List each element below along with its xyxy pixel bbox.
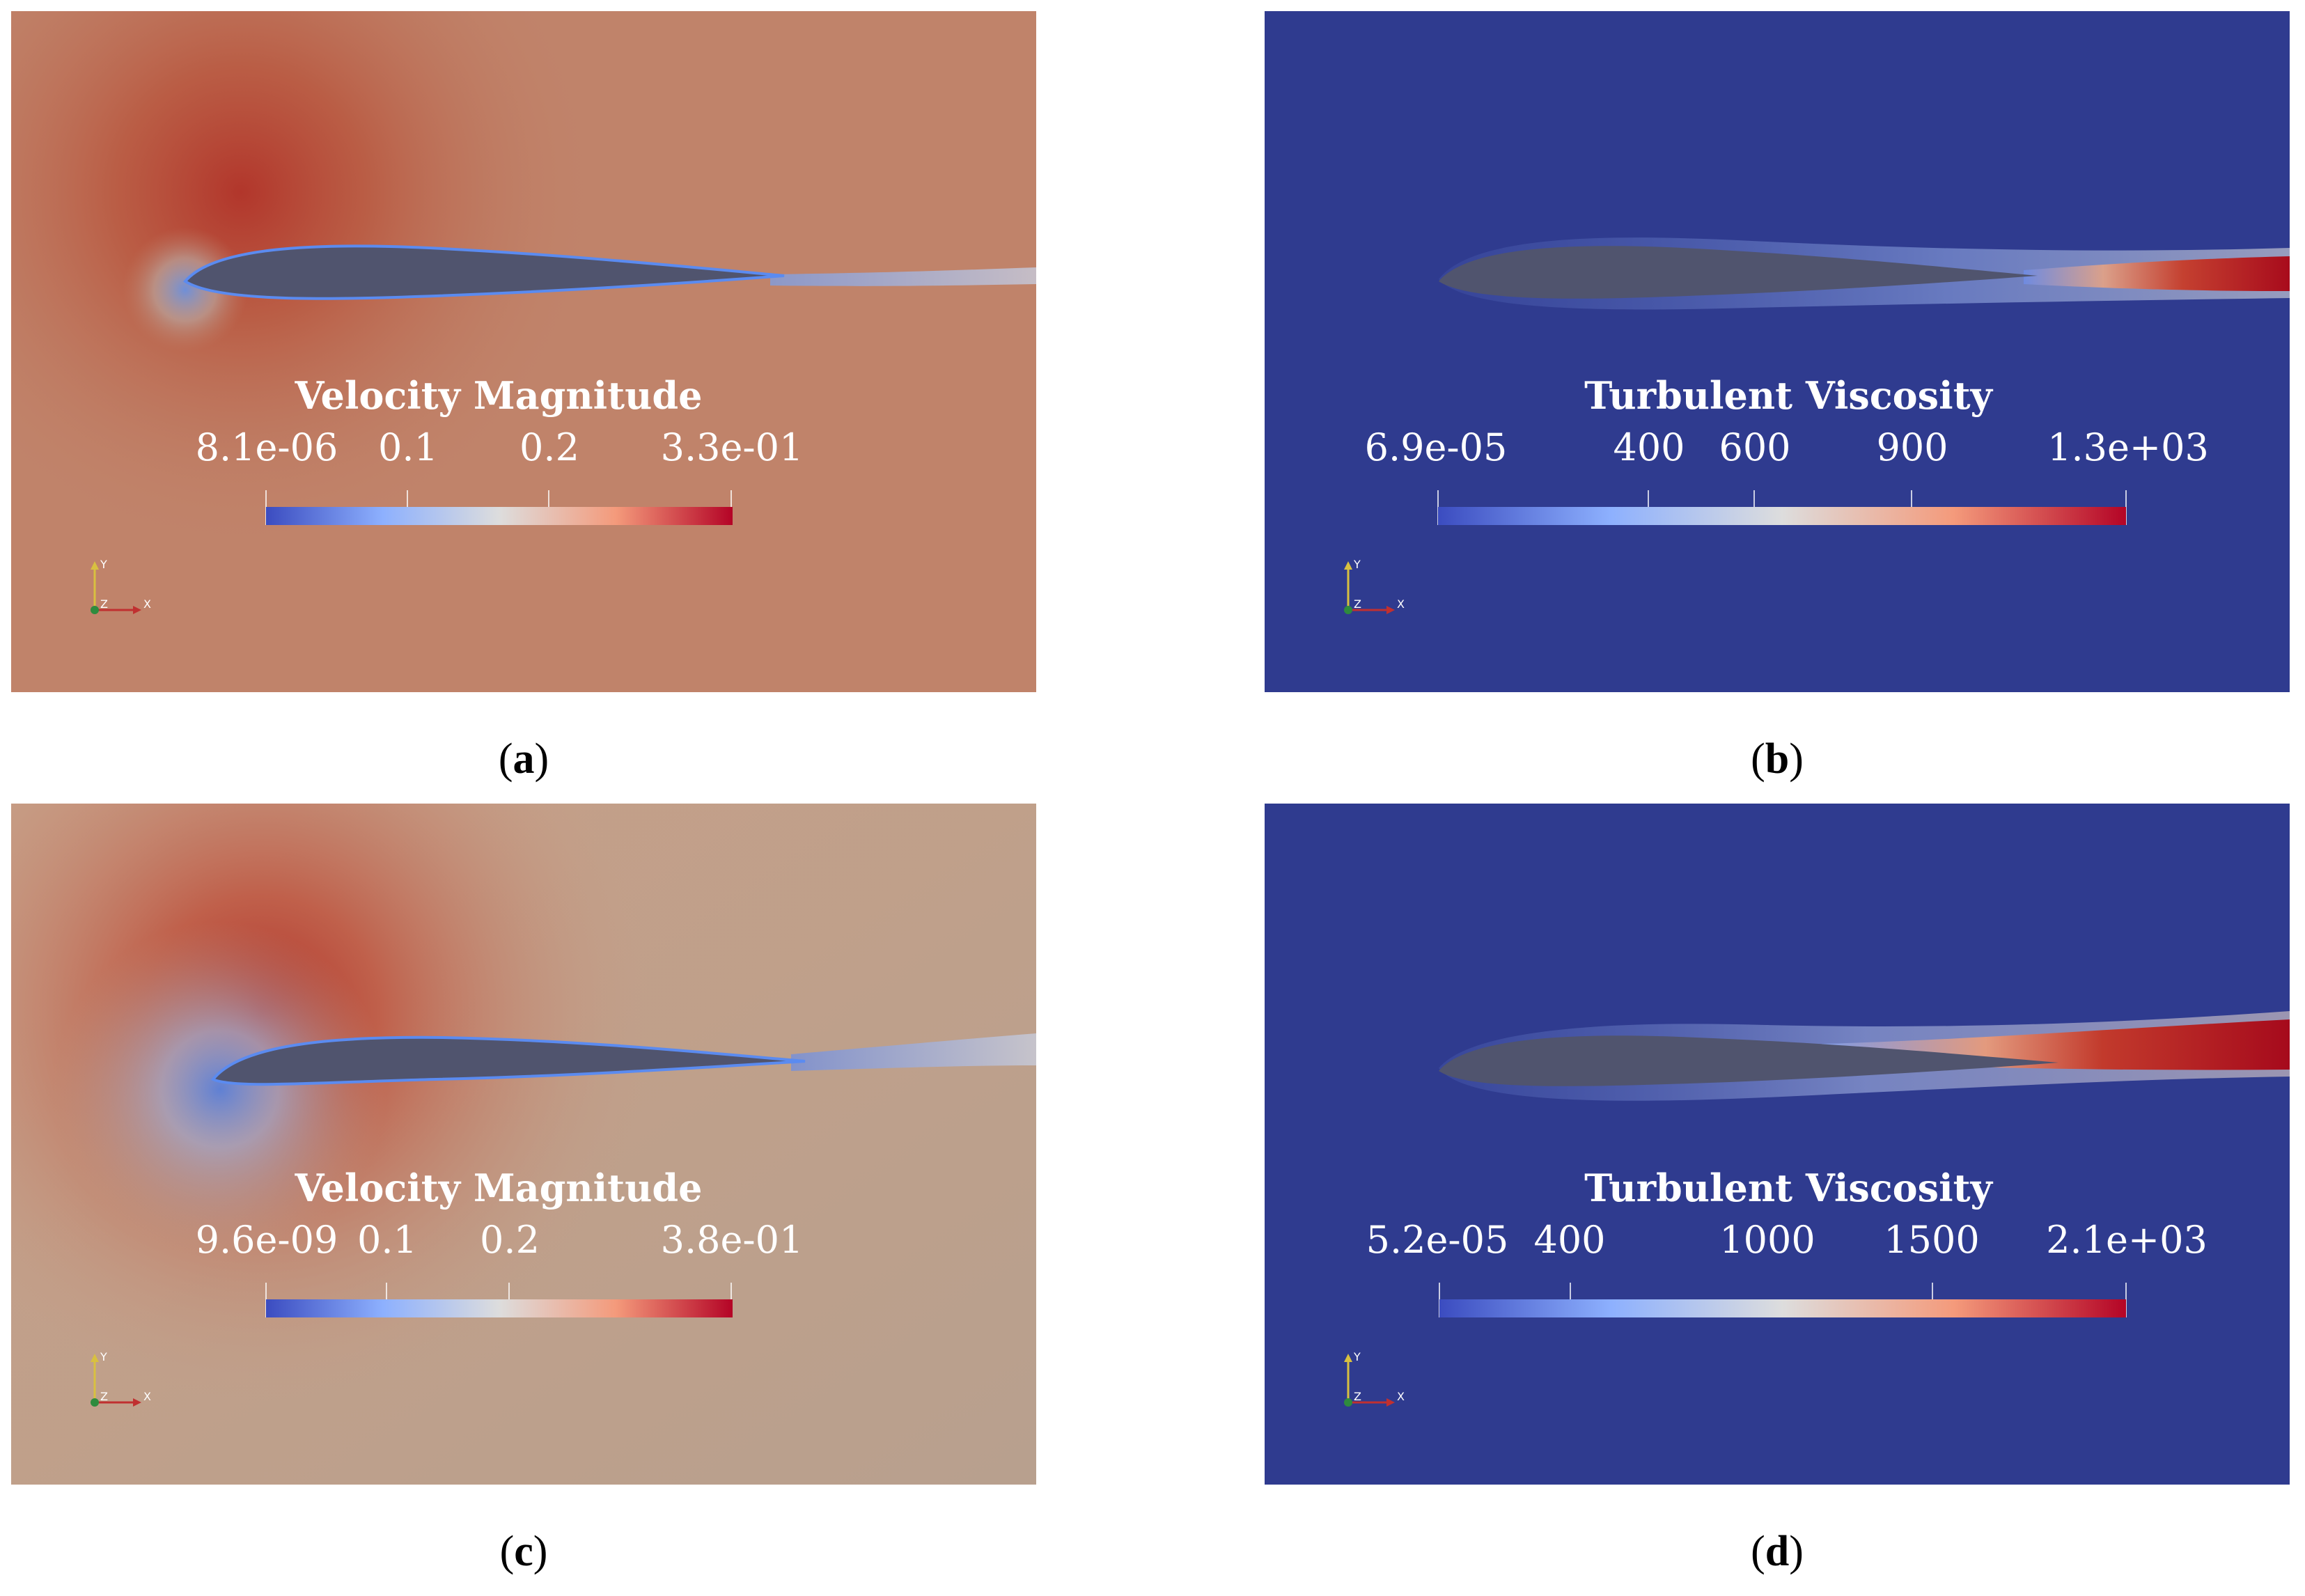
axis-label-y: Y [100, 1350, 107, 1363]
colorbar [1438, 507, 2126, 525]
colorbar-tick-label: 1000 [1719, 1218, 1815, 1262]
colorbar-tick-label: 0.2 [519, 425, 579, 469]
panel-a-caption: (a) [498, 735, 549, 783]
field-background [1265, 11, 2290, 692]
colorbar [1439, 1299, 2126, 1317]
axis-label-x: X [1397, 597, 1405, 611]
colorbar-tick-label: 0.1 [378, 425, 438, 469]
axis-label-x: X [1397, 1390, 1405, 1403]
colorbar-tick-mark [2125, 490, 2127, 525]
airfoil [210, 1035, 806, 1086]
axis-label-z: Z [1354, 597, 1361, 611]
panel-c-caption: (c) [499, 1528, 548, 1575]
colorbar [266, 1299, 733, 1317]
colorbar-tick-label: 1.3e+03 [2047, 425, 2209, 469]
turbulent-viscosity-field-plot [1265, 804, 2290, 1485]
colorbar-tick-label: 0.2 [480, 1218, 540, 1262]
velocity-field-plot [11, 804, 1036, 1485]
axis-label-y: Y [1354, 1350, 1361, 1363]
colorbar [266, 507, 733, 525]
orientation-axes: Y Z X [1334, 558, 1411, 620]
colorbar-title: Velocity Magnitude [295, 373, 703, 418]
airfoil [1439, 246, 2038, 299]
panel-b-turbulent-viscosity-field: Turbulent Viscosity 6.9e-05 400 600 900 … [1265, 11, 2290, 692]
colorbar-tick-label: 400 [1613, 425, 1685, 469]
colorbar-title: Velocity Magnitude [295, 1166, 703, 1210]
panel-c-velocity-field: Velocity Magnitude 9.6e-09 0.1 0.2 3.8e-… [11, 804, 1036, 1485]
colorbar-tick-label: 6.9e-05 [1364, 425, 1508, 469]
panel-b-caption: (b) [1751, 735, 1804, 783]
colorbar-tick-label: 900 [1876, 425, 1948, 469]
axis-label-z: Z [100, 597, 108, 611]
colorbar-tick-mark [2125, 1283, 2127, 1317]
colorbar-tick-label: 8.1e-06 [195, 425, 338, 469]
turbulent-viscosity-field-plot [1265, 11, 2290, 692]
field-background [1265, 804, 2290, 1485]
colorbar-tick-label: 5.2e-05 [1366, 1218, 1509, 1262]
axis-label-z: Z [100, 1390, 108, 1403]
velocity-field-plot [11, 11, 1036, 692]
axis-label-x: X [143, 597, 151, 611]
airfoil [183, 244, 785, 300]
axis-label-y: Y [100, 558, 107, 571]
colorbar-tick-label: 0.1 [357, 1218, 417, 1262]
axis-label-z: Z [1354, 1390, 1361, 1403]
colorbar-tick-label: 400 [1533, 1218, 1606, 1262]
axis-label-y: Y [1354, 558, 1361, 571]
axis-label-x: X [143, 1390, 151, 1403]
colorbar-tick-label: 1500 [1884, 1218, 1980, 1262]
colorbar-tick-label: 3.8e-01 [660, 1218, 804, 1262]
orientation-axes: Y Z X [81, 558, 157, 620]
colorbar-title: Turbulent Viscosity [1584, 1166, 1992, 1210]
colorbar-tick-label: 9.6e-09 [195, 1218, 338, 1262]
airfoil [1439, 1035, 2058, 1086]
colorbar-tick-label: 3.3e-01 [660, 425, 804, 469]
panel-a-velocity-field: Velocity Magnitude 8.1e-06 0.1 0.2 3.3e-… [11, 11, 1036, 692]
colorbar-tick-label: 600 [1719, 425, 1791, 469]
orientation-axes: Y Z X [1334, 1350, 1411, 1413]
panel-d-caption: (d) [1751, 1528, 1804, 1575]
panel-d-turbulent-viscosity-field: Turbulent Viscosity 5.2e-05 400 1000 150… [1265, 804, 2290, 1485]
colorbar-tick-label: 2.1e+03 [2046, 1218, 2208, 1262]
orientation-axes: Y Z X [81, 1350, 157, 1413]
colorbar-title: Turbulent Viscosity [1584, 373, 1992, 418]
